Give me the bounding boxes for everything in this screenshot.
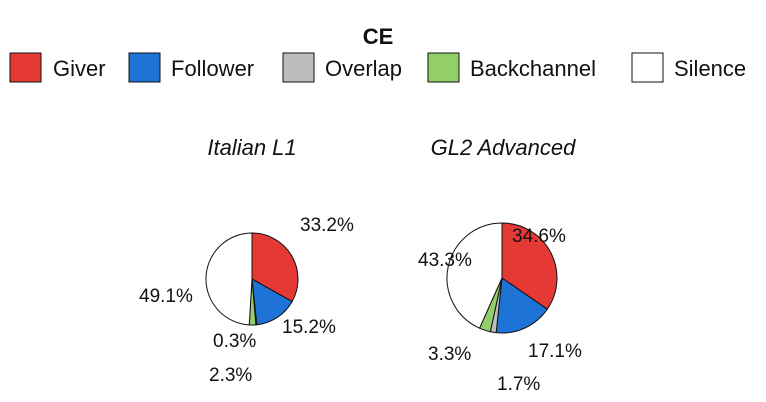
legend-label-backchannel: Backchannel (470, 56, 596, 81)
pct-label-overlap: 0.3% (213, 331, 256, 352)
legend-item-backchannel: Backchannel (427, 52, 596, 83)
legend-swatch-backchannel (427, 52, 460, 83)
legend-item-overlap: Overlap (282, 52, 402, 83)
pct-label-giver: 33.2% (300, 215, 354, 236)
slice-labels-gl2-advanced: 34.6% 17.1% 1.7% 3.3% 43.3% (418, 226, 582, 395)
pct-label-silence: 49.1% (139, 286, 193, 307)
legend: Giver Follower Overlap Backchannel Silen… (9, 52, 746, 83)
legend-label-silence: Silence (674, 56, 746, 81)
panel-title-italian-l1: Italian L1 (207, 135, 296, 160)
legend-swatch-follower (128, 52, 161, 83)
legend-label-follower: Follower (171, 56, 254, 81)
legend-item-giver: Giver (9, 52, 106, 83)
pie-slice-giver (251, 232, 299, 303)
legend-item-silence: Silence (631, 52, 746, 83)
pie-italian-l1 (205, 232, 299, 326)
legend-label-overlap: Overlap (325, 56, 402, 81)
legend-swatch-overlap (282, 52, 315, 83)
pie-gl2-advanced (446, 222, 558, 334)
pct-label-overlap: 1.7% (497, 374, 540, 395)
pct-label-follower: 15.2% (282, 317, 336, 338)
pie-slice-giver (501, 222, 558, 310)
pct-label-follower: 17.1% (528, 341, 582, 362)
pie-slice-silence (446, 222, 503, 329)
panel-title-gl2-advanced: GL2 Advanced (431, 135, 576, 160)
legend-label-giver: Giver (53, 56, 106, 81)
legend-swatch-giver (9, 52, 42, 83)
pie-slice-silence (205, 232, 253, 326)
pct-label-silence: 43.3% (418, 250, 472, 271)
pct-label-backchannel: 2.3% (209, 365, 252, 386)
legend-swatch-silence (631, 52, 664, 83)
legend-item-follower: Follower (128, 52, 254, 83)
pct-label-giver: 34.6% (512, 226, 566, 247)
pie-slice-follower (495, 277, 548, 334)
chart-title: CE (363, 24, 394, 49)
slice-labels-italian-l1: 33.2% 15.2% 0.3% 2.3% 49.1% (139, 215, 354, 386)
pct-label-backchannel: 3.3% (428, 344, 471, 365)
